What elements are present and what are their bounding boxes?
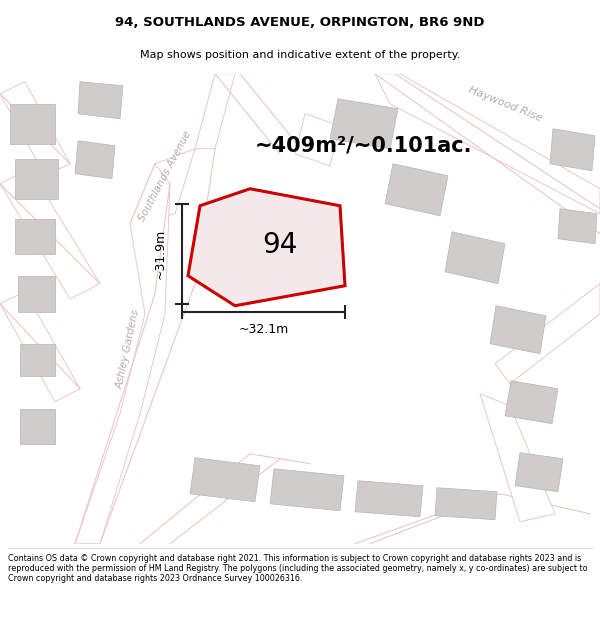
Polygon shape — [20, 409, 55, 444]
Polygon shape — [435, 488, 497, 520]
Polygon shape — [515, 452, 563, 492]
Polygon shape — [130, 149, 195, 224]
Text: ~32.1m: ~32.1m — [238, 323, 289, 336]
Polygon shape — [75, 141, 115, 179]
Polygon shape — [15, 159, 58, 199]
Polygon shape — [505, 381, 558, 424]
Text: Ashley Gardens: Ashley Gardens — [115, 308, 142, 389]
Polygon shape — [0, 292, 80, 402]
Polygon shape — [558, 209, 597, 244]
Polygon shape — [18, 276, 55, 312]
Polygon shape — [550, 129, 595, 171]
Polygon shape — [188, 189, 345, 306]
Polygon shape — [480, 394, 555, 522]
Polygon shape — [295, 114, 340, 166]
Text: 94: 94 — [262, 231, 298, 259]
Text: ~31.9m: ~31.9m — [154, 229, 167, 279]
Polygon shape — [0, 169, 100, 299]
Polygon shape — [490, 306, 546, 354]
Polygon shape — [10, 104, 55, 144]
Text: 94, SOUTHLANDS AVENUE, ORPINGTON, BR6 9ND: 94, SOUTHLANDS AVENUE, ORPINGTON, BR6 9N… — [115, 16, 485, 29]
Text: Haywood Rise: Haywood Rise — [467, 84, 544, 123]
Polygon shape — [330, 99, 398, 149]
Text: ~409m²/~0.101ac.: ~409m²/~0.101ac. — [255, 136, 473, 156]
Polygon shape — [218, 220, 288, 286]
Polygon shape — [75, 164, 170, 544]
Polygon shape — [0, 82, 70, 176]
Text: Southlands Avenue: Southlands Avenue — [137, 129, 193, 222]
Polygon shape — [195, 74, 235, 149]
Text: Contains OS data © Crown copyright and database right 2021. This information is : Contains OS data © Crown copyright and d… — [8, 554, 587, 584]
Text: Map shows position and indicative extent of the property.: Map shows position and indicative extent… — [140, 50, 460, 60]
Polygon shape — [445, 232, 505, 284]
Polygon shape — [190, 458, 260, 502]
Polygon shape — [15, 219, 55, 254]
Polygon shape — [375, 74, 600, 214]
Polygon shape — [385, 164, 448, 216]
Polygon shape — [355, 481, 423, 517]
Polygon shape — [495, 284, 600, 384]
Polygon shape — [20, 344, 55, 376]
Polygon shape — [78, 82, 123, 119]
Polygon shape — [270, 469, 344, 511]
